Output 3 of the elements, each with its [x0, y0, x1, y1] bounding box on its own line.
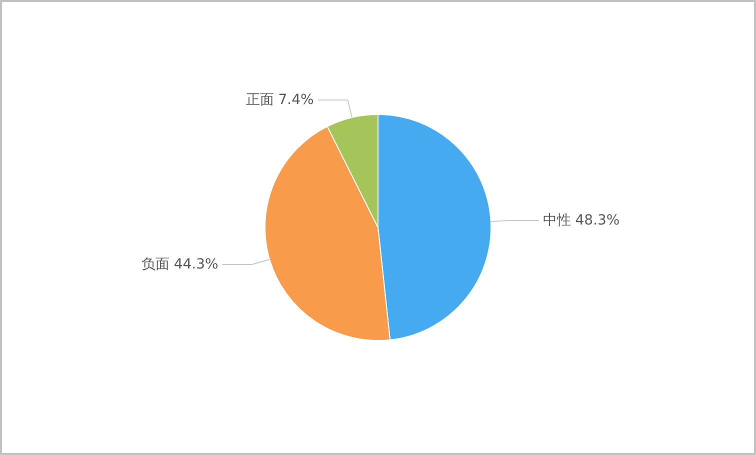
- slice-label: 正面 7.4%: [246, 92, 314, 108]
- slice-label: 中性 48.3%: [542, 212, 620, 229]
- slice-label: 负面 44.3%: [141, 256, 218, 272]
